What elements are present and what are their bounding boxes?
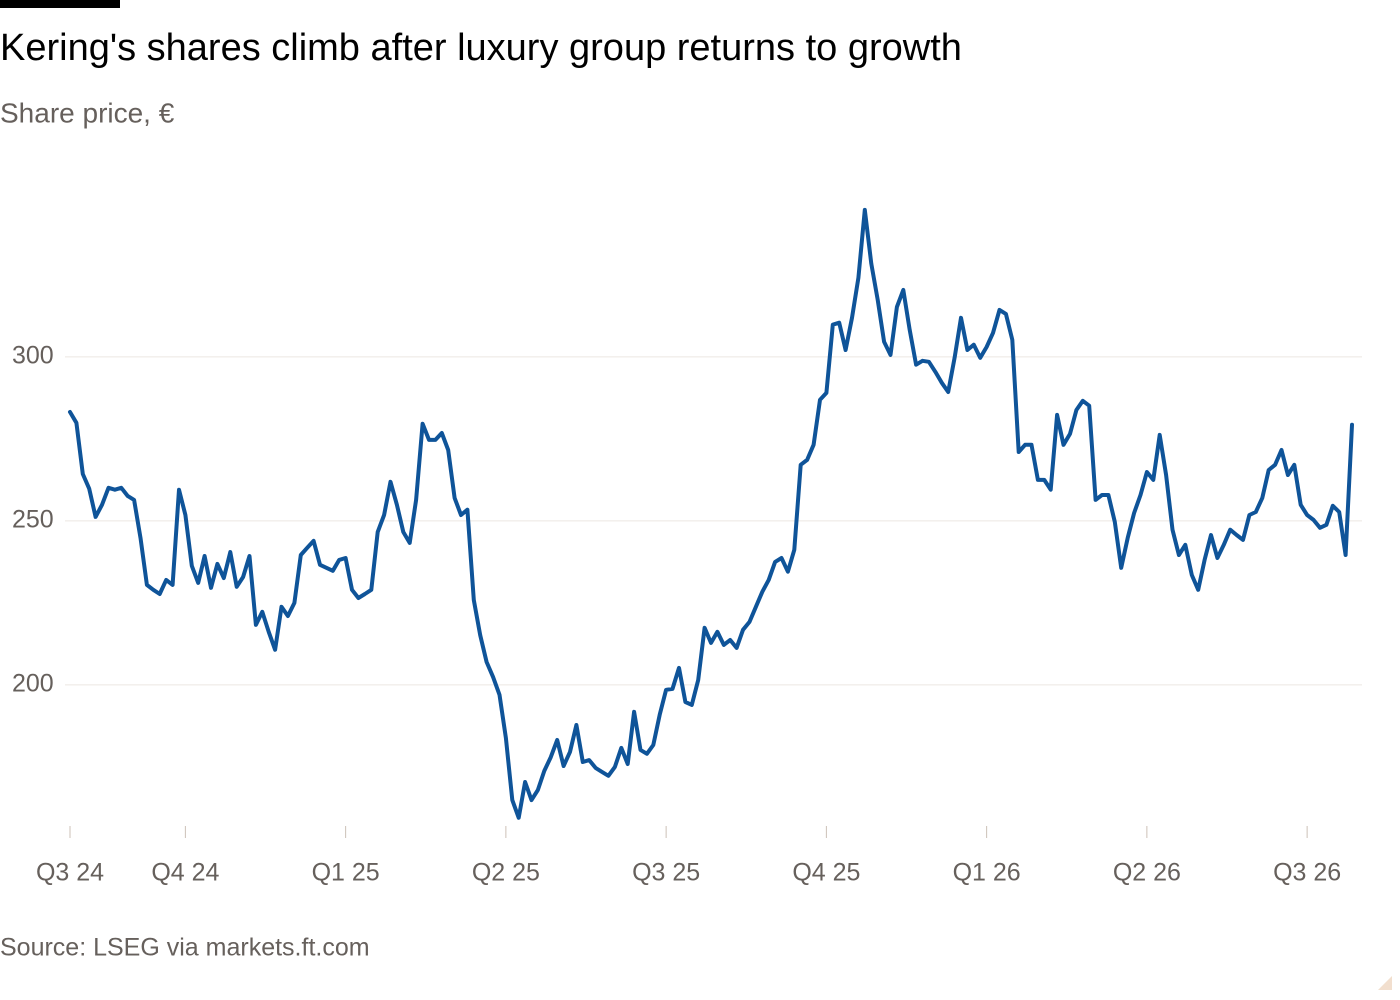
x-tick-label: Q2 25 xyxy=(472,859,540,887)
x-tick-label: Q3 26 xyxy=(1273,859,1341,887)
price-line xyxy=(68,207,1354,820)
x-tick-label: Q3 24 xyxy=(36,859,104,887)
source-note: Source: LSEG via markets.ft.com xyxy=(0,934,370,962)
y-tick-label: 200 xyxy=(12,670,54,698)
x-tick-label: Q1 26 xyxy=(953,859,1021,887)
y-tick-label: 300 xyxy=(12,341,54,369)
brand-bar xyxy=(0,0,120,8)
chart-subtitle: Share price, € xyxy=(0,97,175,128)
corner-mark xyxy=(1378,976,1392,990)
y-tick-label: 250 xyxy=(12,505,54,533)
chart-title: Kering's shares climb after luxury group… xyxy=(0,27,962,69)
x-tick-label: Q3 25 xyxy=(632,859,700,887)
x-tick-label: Q1 25 xyxy=(312,859,380,887)
x-tick-label: Q4 24 xyxy=(151,859,219,887)
x-tick-label: Q2 26 xyxy=(1113,859,1181,887)
x-tick-label: Q4 25 xyxy=(792,859,860,887)
